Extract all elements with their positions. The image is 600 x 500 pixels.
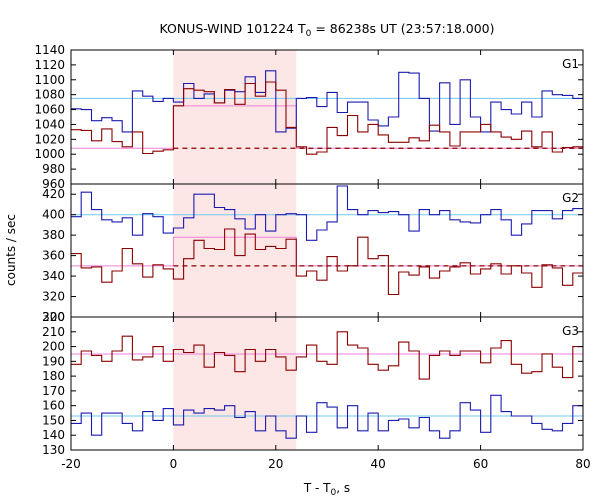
panel-g1-ytick-label: 1000 bbox=[34, 147, 65, 161]
panel-g3-ytick-label: 220 bbox=[42, 310, 65, 324]
panel-g1-ytick-label: 960 bbox=[42, 177, 65, 191]
panel-g1-ytick-label: 980 bbox=[42, 162, 65, 176]
xtick-label: -20 bbox=[61, 457, 81, 471]
panel-g1-label: G1 bbox=[562, 57, 579, 71]
xtick-label: 60 bbox=[473, 457, 488, 471]
panel-g2-ytick-label: 400 bbox=[42, 208, 65, 222]
panel-g3-ytick-label: 130 bbox=[42, 443, 65, 457]
chart-title-suffix: = 86238s UT (23:57:18.000) bbox=[311, 21, 494, 36]
panel-g1-ytick-label: 1080 bbox=[34, 88, 65, 102]
x-axis-label: T - T0, s bbox=[303, 481, 350, 498]
panel-g2-ytick-label: 320 bbox=[42, 290, 65, 304]
panel-g3-ytick-label: 200 bbox=[42, 340, 65, 354]
panel-g3-ytick-label: 210 bbox=[42, 325, 65, 339]
xtick-label: 80 bbox=[575, 457, 590, 471]
xtick-label: 0 bbox=[170, 457, 178, 471]
panel-g2-ytick-label: 300 bbox=[42, 310, 65, 324]
xtick-label: 20 bbox=[268, 457, 283, 471]
panel-g2-label: G2 bbox=[562, 191, 579, 205]
panel-g1-ytick-label: 1140 bbox=[34, 43, 65, 57]
panel-g3-ytick-label: 180 bbox=[42, 369, 65, 383]
panel-g3-label: G3 bbox=[562, 324, 579, 338]
x-axis-label-prefix: T - T bbox=[303, 481, 331, 495]
panel-g1-ytick-label: 1020 bbox=[34, 132, 65, 146]
panel-g3-ytick-label: 190 bbox=[42, 354, 65, 368]
panel-g3-ytick-label: 170 bbox=[42, 384, 65, 398]
panel-g3-ytick-label: 140 bbox=[42, 428, 65, 442]
panel-g1-series-blue bbox=[71, 70, 583, 133]
panel-g3-ytick-label: 150 bbox=[42, 413, 65, 427]
panel-g3-series-red bbox=[71, 331, 583, 380]
panel-g2-ytick-label: 420 bbox=[42, 187, 65, 201]
x-axis-label-suffix: , s bbox=[336, 481, 350, 495]
panel-g1-ytick-label: 1040 bbox=[34, 117, 65, 131]
series-layer bbox=[71, 70, 583, 439]
panel-g2-ytick-label: 380 bbox=[42, 228, 65, 242]
panel-g3-ytick-label: 160 bbox=[42, 399, 65, 413]
panel-g1-series-red bbox=[71, 81, 583, 155]
panel-g1-ytick-label: 1100 bbox=[34, 73, 65, 87]
y-axis-label: counts / sec bbox=[4, 214, 18, 286]
panel-g2-ytick-label: 340 bbox=[42, 269, 65, 283]
frames-layer bbox=[70, 49, 584, 451]
ticks-layer: G1 96098010001020104010601080110011201140… bbox=[34, 43, 590, 471]
panel-g2-series-blue bbox=[71, 185, 583, 241]
panel-g2-ytick-label: 360 bbox=[42, 249, 65, 263]
x-axis-label-sub: 0 bbox=[331, 488, 337, 498]
panel-g3-series-blue bbox=[71, 394, 583, 439]
chart-title-prefix: KONUS-WIND 101224 T bbox=[159, 21, 305, 36]
panel-g1-ytick-label: 1060 bbox=[34, 103, 65, 117]
xtick-label: 40 bbox=[371, 457, 386, 471]
panel-g1-ytick-label: 1120 bbox=[34, 58, 65, 72]
panel-g2-series-red bbox=[71, 228, 583, 296]
chart-title-sub: 0 bbox=[306, 29, 312, 39]
panel-g3-frame bbox=[70, 316, 584, 451]
panel-g1-pink-level-line bbox=[71, 105, 583, 149]
chart-title: KONUS-WIND 101224 T0 = 86238s UT (23:57:… bbox=[159, 21, 494, 39]
